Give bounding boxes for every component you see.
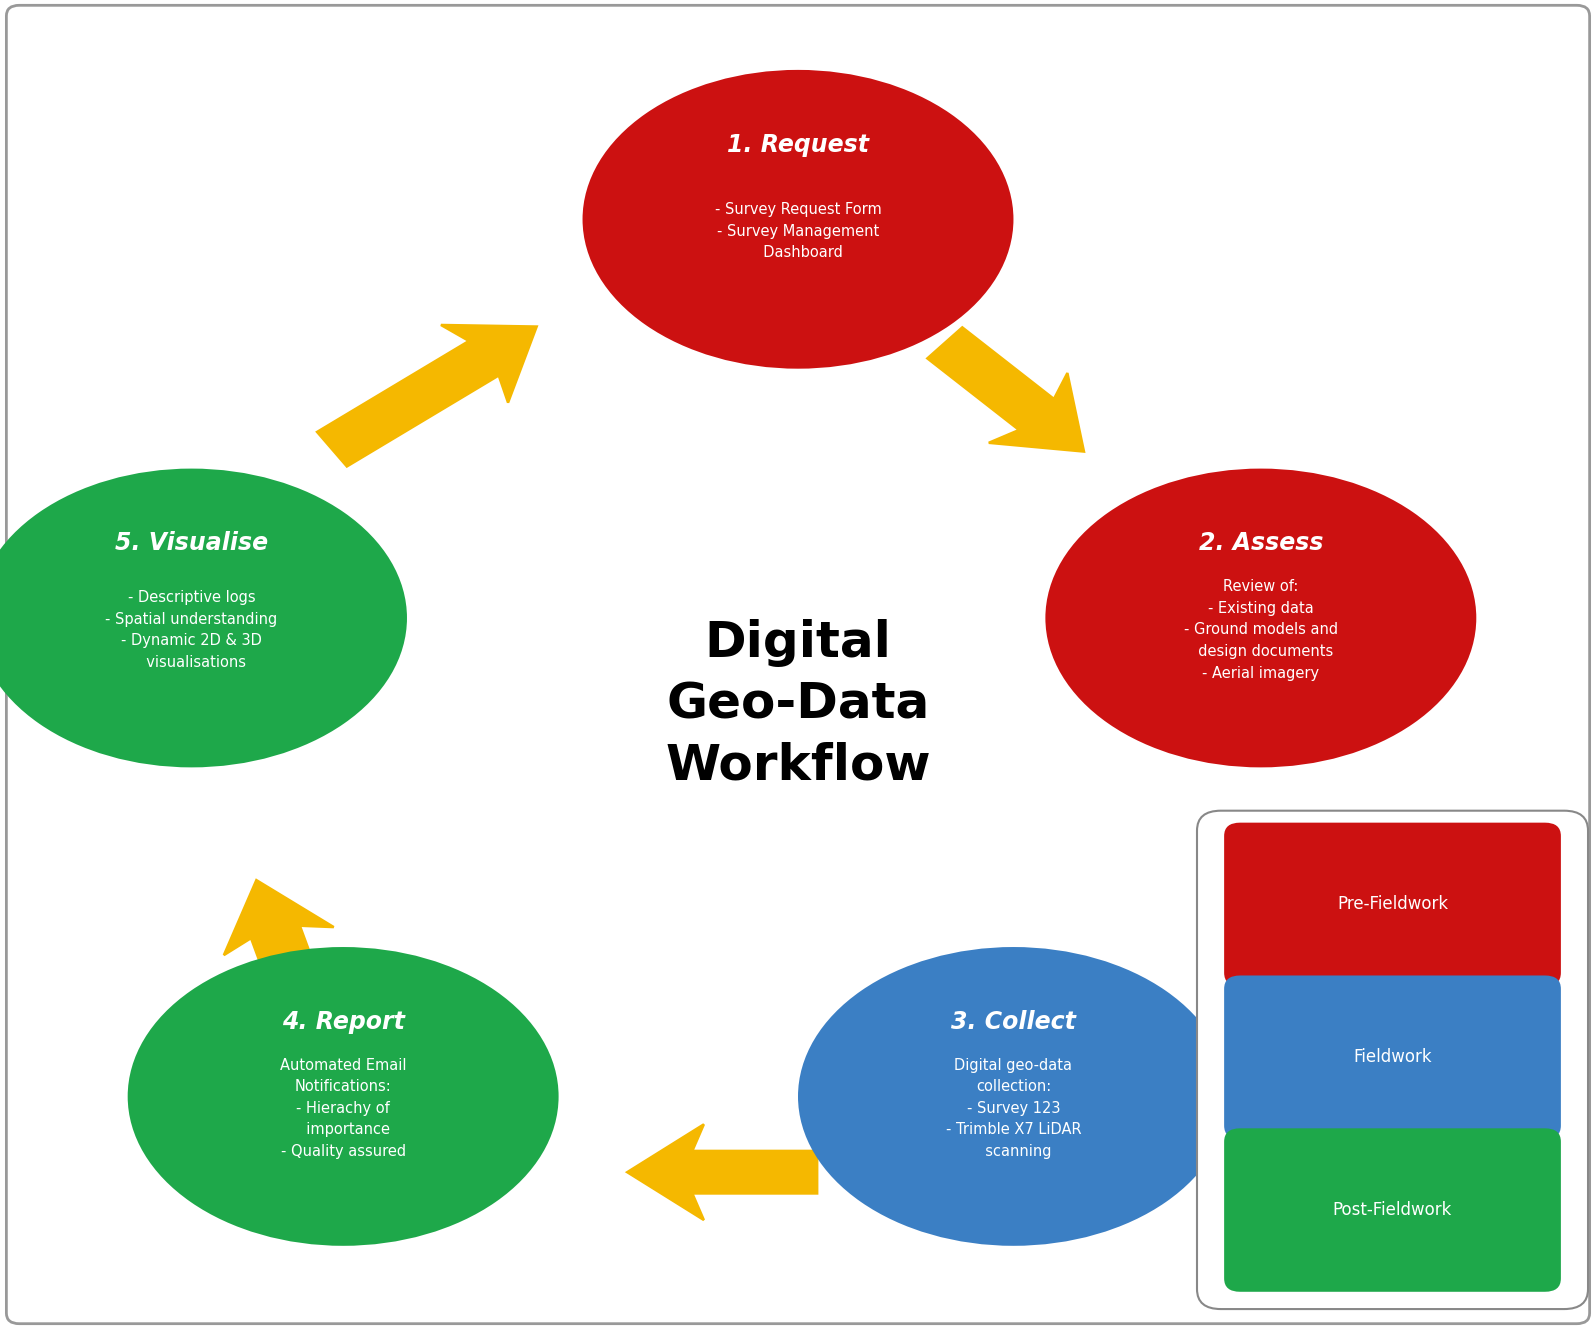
Text: 1. Request: 1. Request xyxy=(728,133,868,157)
Text: 5. Visualise: 5. Visualise xyxy=(115,532,268,556)
Text: - Descriptive logs
- Spatial understanding
- Dynamic 2D & 3D
  visualisations: - Descriptive logs - Spatial understandi… xyxy=(105,590,278,670)
FancyArrow shape xyxy=(1202,817,1304,921)
Text: - Survey Request Form
- Survey Management
  Dashboard: - Survey Request Form - Survey Managemen… xyxy=(715,202,881,260)
FancyArrow shape xyxy=(318,326,536,466)
Ellipse shape xyxy=(583,70,1013,368)
Text: Automated Email
Notifications:
- Hierachy of
  importance
- Quality assured: Automated Email Notifications: - Hierach… xyxy=(279,1058,407,1159)
Text: 3. Collect: 3. Collect xyxy=(951,1010,1076,1034)
Ellipse shape xyxy=(798,948,1229,1245)
FancyBboxPatch shape xyxy=(1224,823,1561,986)
Text: 4. Report: 4. Report xyxy=(282,1010,404,1034)
Text: Digital geo-data
collection:
- Survey 123
- Trimble X7 LiDAR
  scanning: Digital geo-data collection: - Survey 12… xyxy=(946,1058,1080,1159)
Text: Pre-Fieldwork: Pre-Fieldwork xyxy=(1337,896,1448,913)
FancyArrow shape xyxy=(627,1124,817,1220)
Text: Fieldwork: Fieldwork xyxy=(1353,1049,1432,1066)
Text: Review of:
- Existing data
- Ground models and
  design documents
- Aerial image: Review of: - Existing data - Ground mode… xyxy=(1184,579,1337,680)
FancyArrow shape xyxy=(223,880,334,979)
Text: Digital
Geo-Data
Workflow: Digital Geo-Data Workflow xyxy=(666,619,930,789)
FancyBboxPatch shape xyxy=(1224,975,1561,1139)
FancyArrow shape xyxy=(927,327,1084,452)
FancyBboxPatch shape xyxy=(1224,1128,1561,1292)
Ellipse shape xyxy=(0,469,407,767)
Text: Post-Fieldwork: Post-Fieldwork xyxy=(1333,1201,1452,1219)
FancyBboxPatch shape xyxy=(6,5,1590,1324)
Ellipse shape xyxy=(128,948,559,1245)
FancyBboxPatch shape xyxy=(1197,811,1588,1309)
Ellipse shape xyxy=(1045,469,1476,767)
Text: 2. Assess: 2. Assess xyxy=(1199,532,1323,556)
